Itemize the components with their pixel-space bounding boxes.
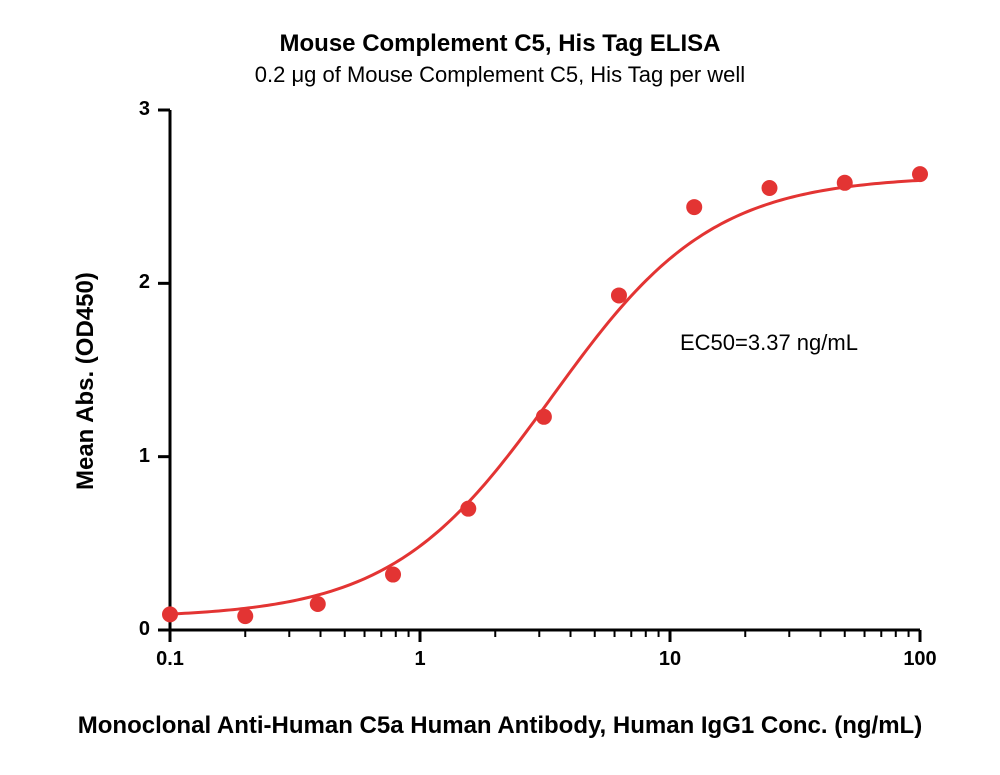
elisa-chart: Mouse Complement C5, His Tag ELISA 0.2 μ… — [0, 0, 1000, 775]
x-tick-label: 0.1 — [140, 648, 200, 671]
y-tick-label: 0 — [139, 618, 150, 641]
y-tick-label: 1 — [139, 445, 150, 468]
x-tick-label: 1 — [390, 648, 450, 671]
y-tick-label: 2 — [139, 271, 150, 294]
y-tick-label: 3 — [139, 98, 150, 121]
x-tick-label: 100 — [890, 648, 950, 671]
x-tick-label: 10 — [640, 648, 700, 671]
